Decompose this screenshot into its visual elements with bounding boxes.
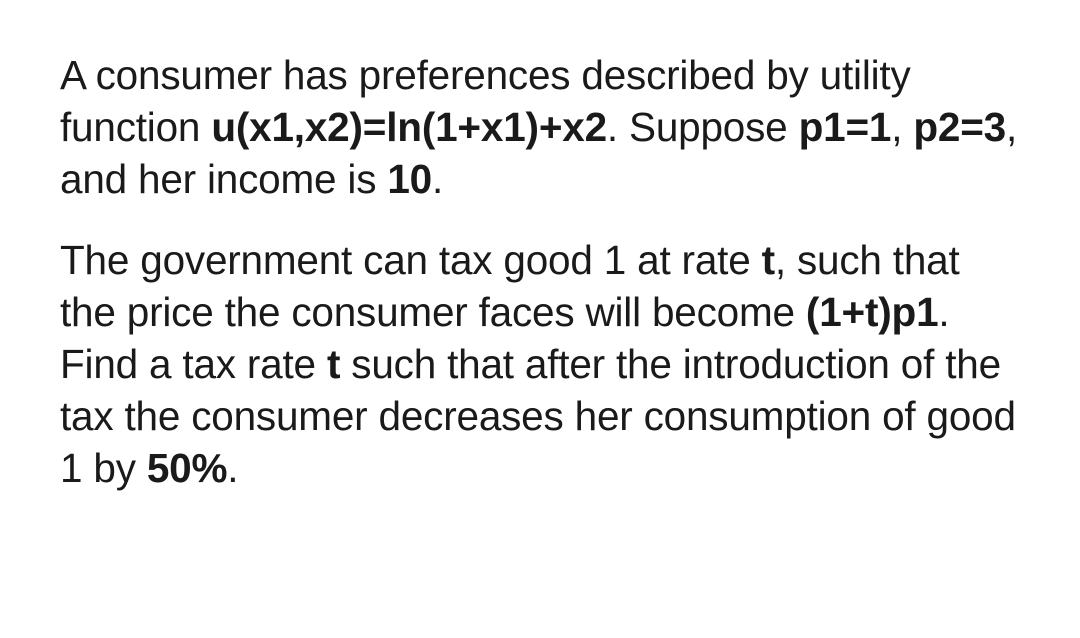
percentage-value: 50% — [147, 445, 227, 491]
tax-price-formula: (1+t)p1 — [806, 289, 939, 335]
text-segment: The government can tax good 1 at rate — [60, 237, 762, 283]
problem-paragraph-2: The government can tax good 1 at rate t,… — [60, 235, 1025, 494]
price1-value: p1=1 — [799, 104, 892, 150]
tax-rate-symbol: t — [327, 341, 340, 387]
income-value: 10 — [387, 156, 432, 202]
price2-value: p2=3 — [913, 104, 1006, 150]
problem-paragraph-1: A consumer has preferences described by … — [60, 50, 1025, 205]
text-segment: , — [891, 104, 913, 150]
text-segment: . Suppose — [607, 104, 799, 150]
text-segment: . — [227, 445, 238, 491]
text-segment: . — [432, 156, 443, 202]
utility-function: u(x1,x2)=ln(1+x1)+x2 — [211, 104, 607, 150]
tax-rate-symbol: t — [762, 237, 775, 283]
